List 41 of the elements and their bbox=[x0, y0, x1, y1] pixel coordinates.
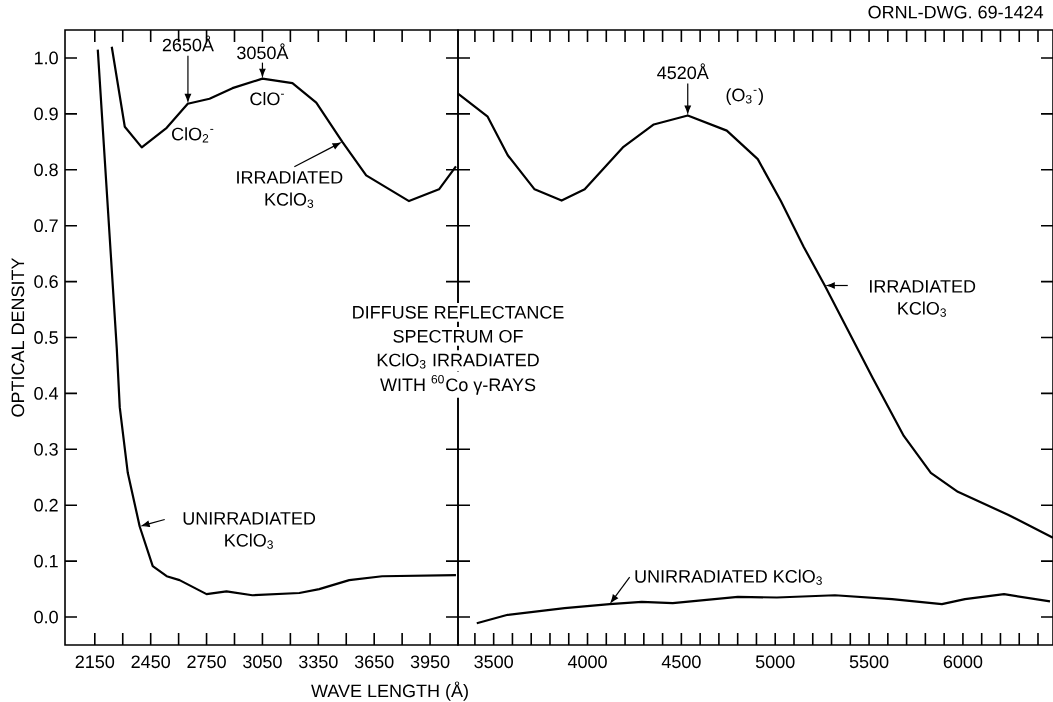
y-tick-label: 1.0 bbox=[34, 51, 58, 65]
x-tick-label: 5500 bbox=[849, 655, 889, 669]
x-tick-label: 2450 bbox=[131, 655, 170, 669]
y-tick-label: 0.1 bbox=[34, 554, 58, 568]
y-tick-label: 0.3 bbox=[34, 442, 58, 456]
annotation: DIFFUSE REFLECTANCE bbox=[353, 305, 564, 319]
annotation: ClO$_{2}$- bbox=[172, 127, 214, 143]
annotation: 3050Å bbox=[237, 43, 289, 60]
y-tick-label: 0.7 bbox=[34, 219, 58, 233]
x-tick-label: 3650 bbox=[354, 655, 394, 669]
annotation: IRRADIATED KClO$_{3}$ bbox=[870, 280, 976, 317]
x-tick-label: 4500 bbox=[661, 655, 701, 669]
annotation: 2650Å bbox=[162, 35, 214, 52]
x-tick-label: 3500 bbox=[474, 655, 513, 669]
x-tick-label: 3050 bbox=[243, 655, 282, 669]
y-tick-label: 0.5 bbox=[34, 331, 58, 344]
x-tick-label: 4000 bbox=[567, 655, 607, 669]
y-tick-label: 0.6 bbox=[34, 275, 58, 288]
y-axis-title: OPTICAL DENSITY bbox=[11, 257, 25, 417]
annotation: UNIRRADIATED KClO$_{3}$ bbox=[183, 512, 316, 549]
x-axis-title: WAVE LENGTH (Å) bbox=[311, 681, 468, 701]
annotation: ClO$^{-}$ bbox=[250, 92, 284, 106]
annotation: SPECTRUM OF bbox=[393, 329, 523, 343]
x-tick-label: 5000 bbox=[755, 655, 795, 669]
annotation: UNIRRADIATED KClO$_{3}$ bbox=[635, 569, 822, 585]
x-tick-label: 2150 bbox=[75, 655, 115, 669]
annotation: KClO$_{3}$ IRRADIATED bbox=[377, 353, 539, 369]
y-tick-label: 0.0 bbox=[34, 610, 58, 624]
annotation: IRRADIATED KClO$_{3}$ bbox=[237, 171, 343, 208]
y-tick-label: 0.9 bbox=[34, 107, 58, 121]
y-tick-label: 0.2 bbox=[34, 498, 58, 512]
annotation: 4520Å bbox=[657, 63, 709, 80]
y-tick-label: 0.8 bbox=[34, 163, 58, 177]
x-tick-label: 3350 bbox=[298, 655, 338, 669]
y-tick-label: 0.4 bbox=[34, 387, 59, 400]
x-tick-label: 2750 bbox=[187, 655, 226, 669]
text: ORNL-DWG. 69-1424 bbox=[868, 5, 1044, 19]
x-tick-label: 3950 bbox=[410, 655, 450, 669]
x-tick-label: 6000 bbox=[943, 655, 983, 669]
annotation: (O$_{3}$$^{-}$) bbox=[726, 88, 763, 105]
annotation: WITH $^{60}$Co γ-RAYS bbox=[380, 374, 536, 395]
